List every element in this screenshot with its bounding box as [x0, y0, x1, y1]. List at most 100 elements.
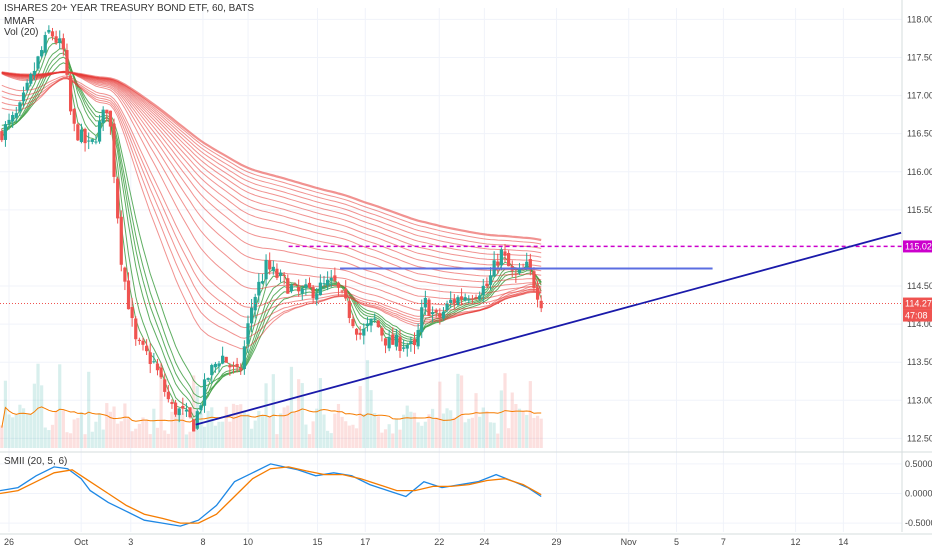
mmar-ema-line [1, 71, 542, 294]
volume-bar [213, 425, 217, 448]
volume-bar [326, 430, 330, 448]
candle-body [246, 323, 250, 345]
candle-body [3, 124, 8, 140]
mmar-ema-line [1, 48, 542, 410]
candle-body [126, 280, 131, 310]
volume-bar [58, 364, 62, 448]
time-tick-label: Oct [74, 537, 89, 547]
volume-bar [398, 429, 402, 448]
candle-body [405, 344, 409, 349]
time-tick-label: 10 [243, 537, 253, 547]
volume-bar [412, 412, 417, 448]
volume-bar [289, 366, 294, 448]
volume-bar [134, 428, 138, 448]
candle-body [380, 328, 384, 336]
candle-body [525, 261, 529, 268]
osc-tick-label: 0.0000 [905, 489, 932, 499]
volume-bar [467, 418, 471, 448]
volume-legend[interactable]: Vol (20) [4, 27, 39, 38]
candle-body [148, 352, 152, 364]
volume-bar [521, 411, 525, 448]
volume-bar [116, 423, 120, 448]
volume-bar [539, 418, 543, 448]
volume-bar [441, 413, 446, 448]
time-tick-label: 14 [838, 537, 848, 547]
volume-bar [387, 424, 391, 448]
candle-body [54, 36, 58, 43]
mmar-ema-line [1, 71, 542, 263]
mmar-ema-line [1, 70, 542, 306]
candle-body [383, 338, 388, 346]
candle-body [195, 411, 199, 429]
candle-body [369, 318, 373, 326]
candle-body [163, 379, 167, 392]
volume-bar [427, 414, 431, 448]
volume-bar [525, 414, 529, 448]
candle-body [213, 363, 217, 368]
volume-bar [514, 404, 518, 448]
price-tick-label: 112.50 [907, 433, 932, 443]
volume-bar [336, 403, 341, 448]
volume-bar [76, 418, 80, 448]
volume-bar [445, 408, 449, 448]
candle-body [21, 92, 26, 102]
candle-body [438, 313, 442, 318]
mmar-ema-line [1, 78, 542, 329]
candle-body [456, 297, 460, 306]
volume-bar [304, 424, 308, 448]
volume-bar [488, 422, 493, 448]
candle-body [449, 299, 453, 304]
volume-bar [354, 428, 359, 448]
candle-body [376, 320, 380, 328]
candle-body [507, 253, 511, 267]
resistance-price-tag-bg [903, 240, 932, 253]
volume-bar [253, 420, 257, 448]
mmar-ema-line [1, 75, 542, 317]
price-tags: 115.02 114.27 47:08 [903, 240, 932, 322]
candle-body [14, 113, 18, 118]
chart-title: ISHARES 20+ YEAR TREASURY BOND ETF, 60, … [4, 3, 254, 14]
candle-body [249, 307, 254, 324]
volume-bar [510, 392, 514, 448]
candle-body [286, 278, 290, 294]
mmar-ema-line [1, 36, 542, 424]
candle-body [326, 279, 330, 286]
time-tick-label: 17 [360, 537, 370, 547]
candle-body [119, 216, 123, 265]
smii-legend[interactable]: SMII (20, 5, 6) [4, 456, 68, 467]
volume-bar [257, 410, 261, 448]
candle-body [145, 345, 149, 352]
volume-bar [485, 411, 489, 448]
volume-bar [246, 414, 250, 448]
candle-body [65, 50, 69, 75]
resistance-price-tag: 115.02 [905, 241, 932, 251]
volume-bar [394, 418, 398, 448]
mmar-ema-line [1, 77, 542, 320]
volume-bar [29, 414, 33, 448]
smii-signal-line [0, 466, 542, 524]
trendline [195, 231, 902, 426]
volume-bar [155, 427, 160, 448]
candle-body [358, 332, 362, 335]
volume-bar [54, 410, 58, 448]
volume-bar [40, 385, 44, 448]
volume-bar [344, 421, 348, 448]
volume-bar [358, 386, 362, 448]
volume-bar [434, 417, 438, 448]
candle-body [155, 363, 160, 371]
volume-bar [268, 416, 272, 448]
time-tick-label: 3 [128, 537, 133, 547]
volume-bar [108, 411, 113, 448]
mmar-legend[interactable]: MMAR [4, 16, 35, 27]
volume-bar [474, 393, 478, 448]
candle-body [467, 299, 471, 301]
osc-tick-label: -0.5000 [905, 518, 932, 528]
volume-bar [47, 430, 51, 448]
candle-body [260, 281, 265, 284]
volume-bar [492, 422, 496, 448]
candle-body [304, 284, 308, 289]
time-tick-label: 7 [721, 537, 726, 547]
osc-tick-label: 0.5000 [905, 459, 932, 469]
volume-bar [50, 424, 55, 448]
